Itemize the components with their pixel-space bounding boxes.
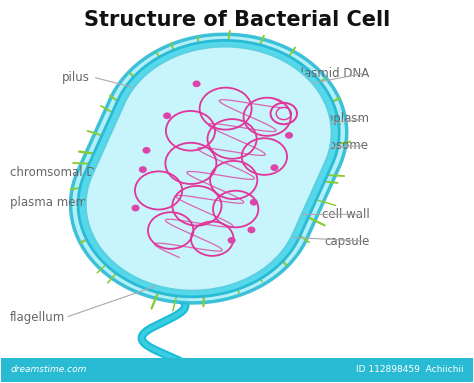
Polygon shape bbox=[78, 40, 339, 297]
Circle shape bbox=[228, 238, 235, 243]
Circle shape bbox=[248, 227, 255, 232]
Circle shape bbox=[143, 148, 150, 153]
Text: capsule: capsule bbox=[324, 235, 369, 247]
Text: ID 112898459  Achiichii: ID 112898459 Achiichii bbox=[356, 365, 464, 374]
Circle shape bbox=[132, 205, 139, 211]
Text: flagellum: flagellum bbox=[10, 311, 65, 324]
Circle shape bbox=[139, 167, 146, 172]
Text: cell wall: cell wall bbox=[321, 208, 369, 221]
Text: Structure of Bacterial Cell: Structure of Bacterial Cell bbox=[84, 10, 390, 30]
Text: ribosome: ribosome bbox=[314, 139, 369, 152]
Text: pilus: pilus bbox=[62, 70, 90, 83]
Text: plasma membrane: plasma membrane bbox=[10, 196, 122, 210]
Circle shape bbox=[193, 81, 200, 87]
Text: chromsomal DNA: chromsomal DNA bbox=[10, 166, 112, 179]
Circle shape bbox=[164, 113, 170, 118]
Polygon shape bbox=[86, 46, 332, 291]
Circle shape bbox=[251, 200, 257, 205]
Text: dreamstime.com: dreamstime.com bbox=[10, 365, 87, 374]
FancyBboxPatch shape bbox=[0, 357, 474, 382]
Text: plasmid DNA: plasmid DNA bbox=[293, 67, 369, 80]
Polygon shape bbox=[71, 34, 347, 303]
Text: cytoplasm: cytoplasm bbox=[308, 113, 369, 126]
Circle shape bbox=[286, 133, 292, 138]
Circle shape bbox=[271, 165, 278, 170]
